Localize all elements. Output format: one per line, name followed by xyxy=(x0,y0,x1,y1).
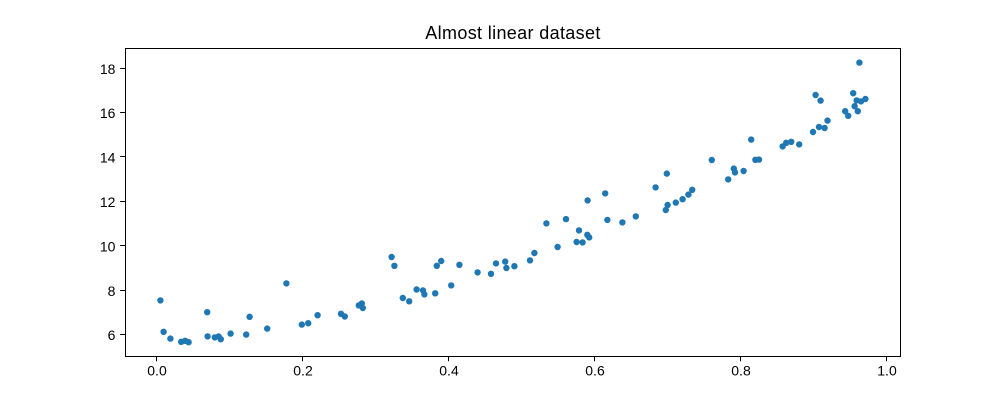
svg-text:0.6: 0.6 xyxy=(585,363,605,379)
svg-text:0.8: 0.8 xyxy=(731,363,751,379)
svg-text:0.2: 0.2 xyxy=(293,363,313,379)
svg-text:1.0: 1.0 xyxy=(877,363,897,379)
svg-text:6: 6 xyxy=(108,327,116,343)
svg-text:Almost linear dataset: Almost linear dataset xyxy=(425,23,600,43)
svg-text:12: 12 xyxy=(100,194,116,210)
svg-text:14: 14 xyxy=(100,150,116,166)
svg-text:10: 10 xyxy=(100,238,116,254)
svg-text:16: 16 xyxy=(100,105,116,121)
svg-text:18: 18 xyxy=(100,61,116,77)
svg-text:0.0: 0.0 xyxy=(147,363,167,379)
svg-text:0.4: 0.4 xyxy=(439,363,459,379)
svg-text:8: 8 xyxy=(108,283,116,299)
